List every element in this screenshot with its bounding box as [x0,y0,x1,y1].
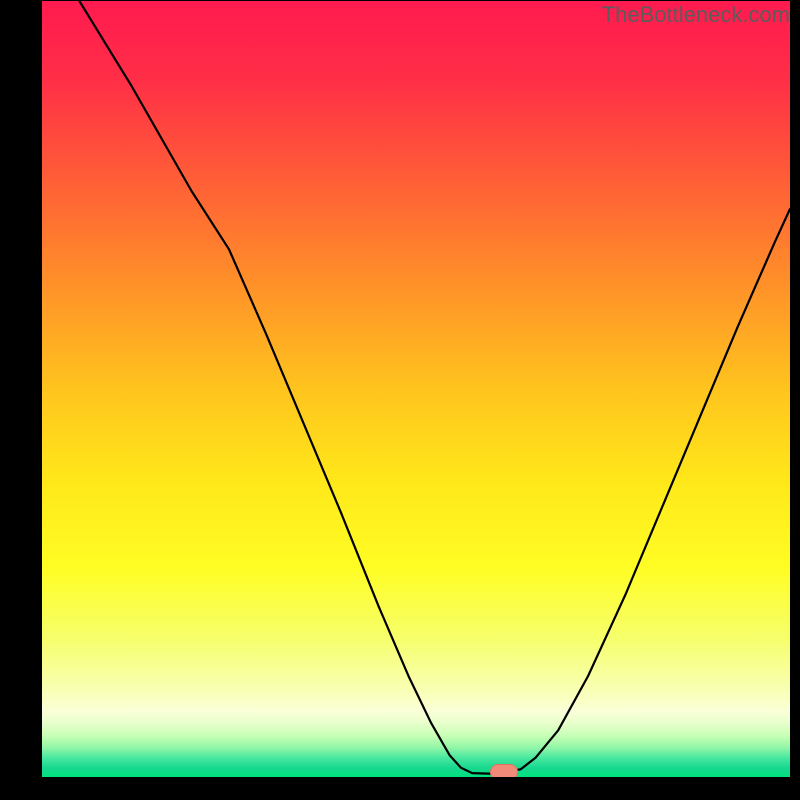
watermark-text: TheBottleneck.com [602,2,790,28]
frame-border-top [0,0,800,1]
bottleneck-curve [79,1,790,774]
frame-border-right [790,0,800,800]
frame-border-bottom [0,777,800,800]
plot-area [42,1,790,777]
curve-layer [42,1,790,777]
chart-frame: TheBottleneck.com [0,0,800,800]
frame-border-left [0,0,42,800]
